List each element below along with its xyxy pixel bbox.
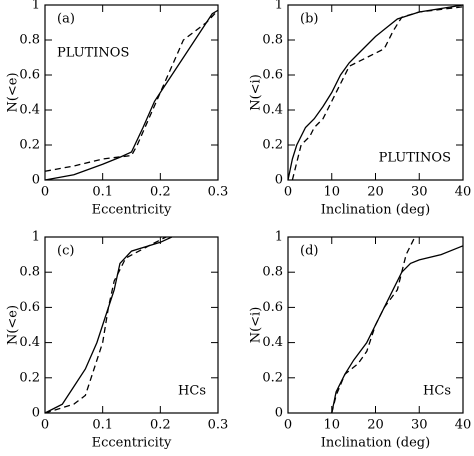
y-tick-label: 0.6: [19, 68, 40, 83]
y-tick-label: 0.4: [19, 335, 40, 350]
x-tick-label: 0.3: [208, 185, 229, 200]
x-axis-label: Inclination (deg): [321, 203, 430, 218]
x-tick-label: 0: [41, 418, 49, 433]
y-tick-label: 0: [275, 406, 283, 421]
x-tick-label: 10: [323, 185, 340, 200]
y-axis-label: N(<i): [249, 307, 264, 344]
y-tick-label: 0.6: [262, 68, 283, 83]
x-tick-label: 40: [455, 185, 472, 200]
panel-label: (b): [300, 12, 318, 27]
plot-frame: [44, 4, 219, 181]
y-tick-label: 0.2: [19, 370, 40, 385]
x-tick-label: 20: [367, 418, 384, 433]
x-axis-label: Eccentricity: [92, 436, 172, 451]
y-tick-label: 0.8: [262, 265, 283, 280]
x-tick-label: 0.2: [150, 418, 171, 433]
y-axis-label: N(<e): [6, 305, 21, 345]
panel-label: (d): [300, 244, 318, 259]
y-tick-label: 0.2: [262, 138, 283, 153]
y-tick-label: 0.6: [262, 300, 283, 315]
y-tick-label: 0.4: [19, 103, 40, 118]
y-tick-label: 0: [32, 173, 40, 188]
plot-frame: [44, 236, 219, 414]
cdf-line: [291, 6, 464, 181]
x-tick-label: 0.3: [208, 418, 229, 433]
y-tick-label: 0.4: [262, 103, 283, 118]
panel-label: (a): [57, 12, 75, 27]
x-axis-label: Eccentricity: [92, 203, 172, 218]
panel-note: HCs: [423, 384, 451, 399]
x-tick-label: 30: [411, 418, 428, 433]
x-tick-label: 30: [411, 185, 428, 200]
x-tick-label: 40: [455, 418, 472, 433]
cdf-line: [331, 236, 416, 414]
cdf-line: [287, 4, 464, 181]
y-tick-label: 1: [32, 230, 40, 245]
x-tick-label: 0.1: [92, 185, 113, 200]
y-tick-label: 0.2: [19, 138, 40, 153]
y-tick-label: 1: [32, 0, 40, 13]
x-tick-label: 0.2: [150, 185, 171, 200]
x-tick-label: 0: [41, 185, 49, 200]
y-tick-label: 0.8: [19, 33, 40, 48]
panel-label: (c): [57, 244, 74, 259]
y-tick-label: 0.6: [19, 300, 40, 315]
y-axis-label: N(<i): [249, 74, 264, 111]
x-tick-label: 20: [367, 185, 384, 200]
cdf-line: [44, 9, 219, 172]
y-tick-label: 0.2: [262, 370, 283, 385]
x-axis-label: Inclination (deg): [321, 436, 430, 451]
y-tick-label: 0: [32, 406, 40, 421]
x-tick-label: 0: [284, 185, 292, 200]
cdf-line: [44, 236, 173, 414]
y-axis-label: N(<e): [6, 72, 21, 112]
cdf-line: [44, 9, 219, 181]
y-tick-label: 1: [275, 0, 283, 13]
y-tick-label: 0.8: [262, 33, 283, 48]
x-tick-label: 0: [284, 418, 292, 433]
panel-note: PLUTINOS: [57, 46, 129, 61]
x-tick-label: 0.1: [92, 418, 113, 433]
panel-note: HCs: [178, 384, 206, 399]
y-tick-label: 1: [275, 230, 283, 245]
x-tick-label: 10: [323, 418, 340, 433]
y-tick-label: 0.8: [19, 265, 40, 280]
y-tick-label: 0: [275, 173, 283, 188]
cdf-line: [44, 236, 167, 414]
panel-note: PLUTINOS: [379, 151, 451, 166]
y-tick-label: 0.4: [262, 335, 283, 350]
